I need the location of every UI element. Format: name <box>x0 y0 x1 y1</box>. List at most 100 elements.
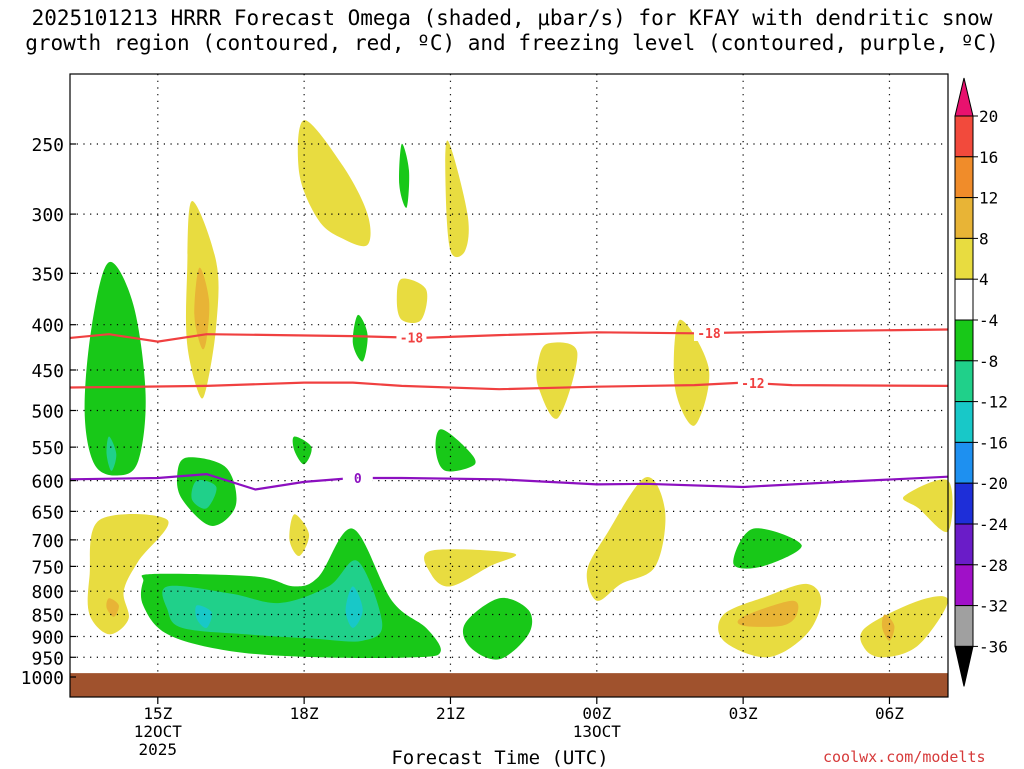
colorbar-label--16: -16 <box>979 433 1008 452</box>
x-tick-label-15Z: 15Z <box>143 704 172 723</box>
x-tick-sublabel-00Z: 13OCT <box>573 722 622 741</box>
isotherm-label-0-0: 0 <box>354 472 362 487</box>
y-tick-label-950: 950 <box>31 648 64 669</box>
colorbar-label--4: -4 <box>979 311 998 330</box>
y-tick-label-850: 850 <box>31 606 64 627</box>
omega-region-rise-18z-low <box>289 514 310 557</box>
omega-region-sink-19z-mid <box>352 314 368 362</box>
x-tick-label-00Z: 00Z <box>582 704 611 723</box>
omega-region-sink-17z-low-inner-b <box>345 586 363 628</box>
omega-region-sink-21z-low <box>435 429 476 472</box>
isotherm-label--18-1: -18 <box>697 327 721 342</box>
colorbar-label--36: -36 <box>979 637 1008 656</box>
colorbar-swatch-13 <box>954 605 974 647</box>
ground-surface <box>70 673 948 697</box>
colorbar-swatch-10 <box>954 482 974 525</box>
colorbar-label--32: -32 <box>979 597 1008 616</box>
colorbar-label--8: -8 <box>979 352 998 371</box>
y-tick-label-800: 800 <box>31 582 64 603</box>
colorbar-label--24: -24 <box>979 515 1008 534</box>
colorbar-swatch-6 <box>954 319 974 362</box>
isotherm-label-bg <box>342 470 373 487</box>
y-tick-label-1000: 1000 <box>21 668 64 689</box>
omega-region-sink-03z-low <box>733 528 802 569</box>
omega-region-sink-11z <box>84 261 146 476</box>
colorbar-swatch-2 <box>954 156 974 199</box>
omega-region-sink-22z-lowest <box>462 597 533 660</box>
chart-title-line-2: growth region (contoured, red, ºC) and f… <box>25 31 999 55</box>
colorbar-label--28: -28 <box>979 556 1008 575</box>
x-tick-label-21Z: 21Z <box>436 704 465 723</box>
isotherm-label--18-0: -18 <box>400 332 424 347</box>
colorbar-label-4: 4 <box>979 270 989 289</box>
y-tick-label-600: 600 <box>31 472 64 493</box>
colorbar-swatch-9 <box>954 441 974 484</box>
colorbar-swatch-12 <box>954 564 974 607</box>
x-tick-sublabel-15Z: 12OCT <box>134 722 183 741</box>
omega-regions <box>84 120 953 660</box>
x-axis-label: Forecast Time (UTC) <box>391 747 609 769</box>
omega-region-rise-20z-mid <box>396 278 428 324</box>
y-tick-label-400: 400 <box>31 316 64 337</box>
omega-region-rise-07z-edge <box>902 479 953 533</box>
omega-region-sink-17z-low-inner-a <box>195 605 212 629</box>
plot-frame <box>69 73 949 698</box>
colorbar-label-8: 8 <box>979 229 989 248</box>
omega-region-rise-07z-lowest-core <box>881 614 895 641</box>
omega-region-rise-21z-top <box>445 140 469 258</box>
y-tick-label-450: 450 <box>31 361 64 382</box>
omega-region-rise-04z-low-core <box>737 600 799 627</box>
omega-region-rise-22z-mid <box>536 342 578 419</box>
colorbar-swatch-11 <box>954 523 974 566</box>
y-tick-label-250: 250 <box>31 135 64 156</box>
omega-region-sink-16z-low-core <box>191 480 217 509</box>
x-tick-label-06Z: 06Z <box>875 704 904 723</box>
x-tick-year-15Z: 2025 <box>139 740 178 759</box>
omega-region-sink-20z-top <box>399 143 410 208</box>
isotherm-label-bg <box>396 329 427 346</box>
colorbar-swatch-7 <box>954 360 974 403</box>
colorbar-bottom-arrow <box>954 645 974 687</box>
isotherm-label-bg <box>693 324 724 341</box>
y-tick-label-300: 300 <box>31 205 64 226</box>
y-tick-label-350: 350 <box>31 264 64 285</box>
colorbar: 20 16 12 8 4 -4 -8 -12 -16 -20 -24 -28 -32 -36 <box>954 77 1008 687</box>
x-tick-label-03Z: 03Z <box>729 704 758 723</box>
omega-region-sink-17z-low-core <box>162 560 383 642</box>
omega-region-rise-02z-mid <box>673 319 710 426</box>
colorbar-label-20: 20 <box>979 107 998 126</box>
omega-region-rise-14z-low-core <box>106 598 119 617</box>
y-axis: 2503003504004505005506006507007508008509… <box>21 135 76 689</box>
y-tick-label-750: 750 <box>31 557 64 578</box>
isotherm-label-bg <box>737 375 768 392</box>
omega-region-sink-11z-core <box>106 436 117 471</box>
site-credit: coolwx.com/modelts <box>823 748 986 766</box>
isotherm-label--12-0: -12 <box>741 377 764 392</box>
omega-region-rise-18z-top <box>297 120 371 247</box>
colorbar-swatch-1 <box>954 115 974 158</box>
omega-region-rise-07z-lowest <box>860 596 948 658</box>
omega-region-rise-00z-low <box>586 476 666 601</box>
colorbar-top-arrow <box>954 77 974 117</box>
isotherm-0 <box>69 472 949 491</box>
y-tick-label-550: 550 <box>31 438 64 459</box>
y-tick-label-900: 900 <box>31 627 64 648</box>
colorbar-swatch-4 <box>954 237 974 280</box>
x-tick-label-18Z: 18Z <box>290 704 319 723</box>
y-tick-label-500: 500 <box>31 402 64 423</box>
colorbar-label-12: 12 <box>979 189 998 208</box>
omega-region-sink-18z-small <box>292 436 312 465</box>
chart-title-line-1: 2025101213 HRRR Forecast Omega (shaded, … <box>31 6 993 30</box>
omega-region-rise-16z-upper-core <box>194 267 210 350</box>
colorbar-swatch-5 <box>954 278 974 321</box>
colorbar-label--12: -12 <box>979 393 1008 412</box>
colorbar-label--20: -20 <box>979 474 1008 493</box>
colorbar-swatch-8 <box>954 401 974 443</box>
omega-region-rise-22z-low <box>424 549 517 587</box>
y-tick-label-700: 700 <box>31 531 64 552</box>
colorbar-swatch-3 <box>954 197 974 239</box>
colorbar-label-16: 16 <box>979 148 998 167</box>
isotherm-lines: -18 -18 -12 0 <box>69 324 949 491</box>
